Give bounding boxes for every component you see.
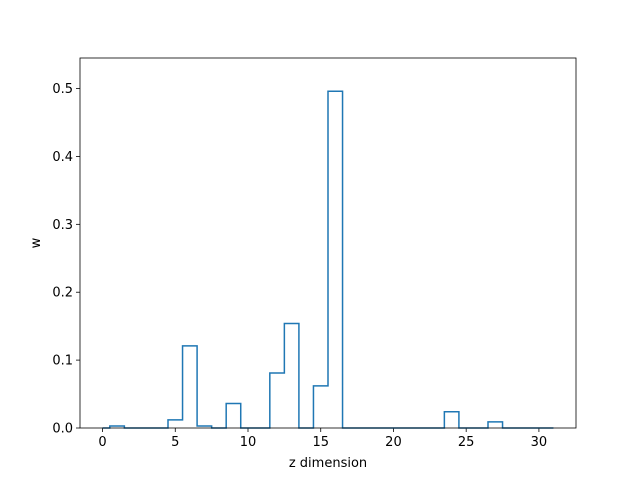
y-tick-label: 0.1: [52, 354, 73, 369]
x-tick-label: 30: [531, 435, 548, 450]
y-tick-label: 0.2: [52, 286, 73, 301]
x-tick-label: 15: [312, 435, 329, 450]
y-tick-label: 0.0: [52, 422, 73, 437]
x-axis-label: z dimension: [289, 456, 367, 471]
x-tick-label: 25: [458, 435, 475, 450]
x-tick-label: 5: [171, 435, 179, 450]
y-tick-label: 0.3: [52, 218, 73, 233]
y-axis-label: w: [29, 237, 44, 248]
y-axis-ticks: 0.0 0.1 0.2 0.3 0.4 0.5: [52, 82, 80, 437]
x-tick-label: 20: [385, 435, 402, 450]
y-tick-label: 0.5: [52, 82, 73, 97]
x-tick-label: 10: [240, 435, 257, 450]
y-tick-label: 0.4: [52, 150, 73, 165]
x-tick-label: 0: [98, 435, 106, 450]
x-axis-ticks: 0 5 10 15 20 25 30: [98, 428, 547, 450]
plot-frame: [79, 57, 577, 429]
